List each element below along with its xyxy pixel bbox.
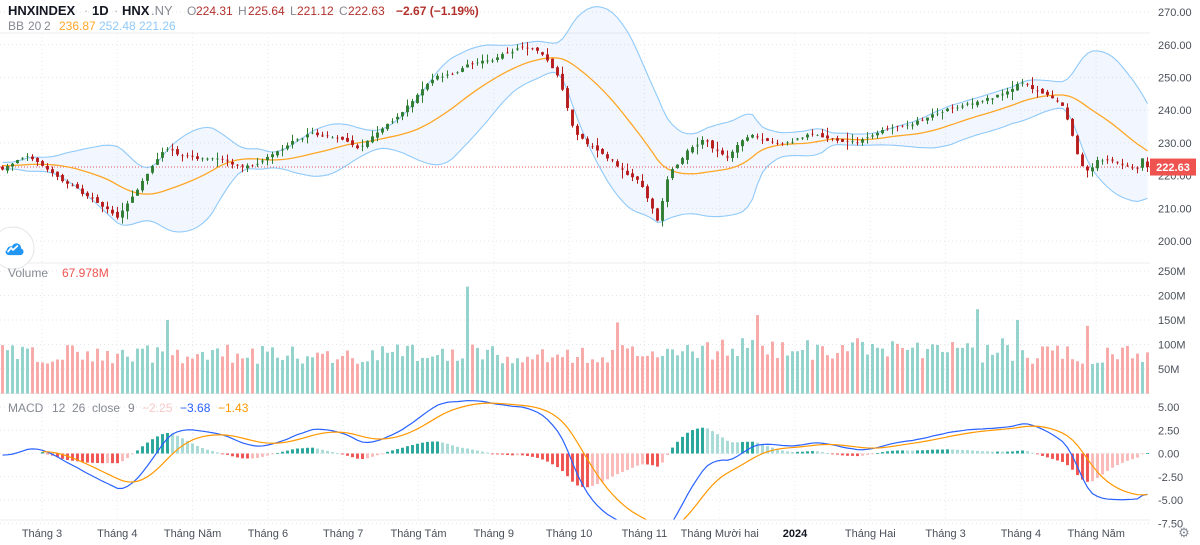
svg-text:67.978M: 67.978M [62,266,109,280]
svg-text:·: · [114,3,118,18]
svg-text:221.26: 221.26 [139,19,176,33]
svg-text:222.63: 222.63 [1156,162,1190,174]
svg-text:236.87: 236.87 [59,19,96,33]
svg-text:200M: 200M [1158,290,1186,302]
svg-text:·: · [84,3,88,18]
svg-text:L: L [290,4,297,18]
svg-text:2024: 2024 [783,528,808,540]
svg-text:1D: 1D [92,3,109,18]
svg-text:Tháng 3: Tháng 3 [22,528,62,540]
svg-text:200.00: 200.00 [1158,236,1192,248]
svg-text:Tháng 7: Tháng 7 [323,528,363,540]
svg-text:270.00: 270.00 [1158,7,1192,19]
svg-text:Tháng Hai: Tháng Hai [845,528,896,540]
svg-text:Tháng 4: Tháng 4 [97,528,137,540]
svg-text:2: 2 [44,19,51,33]
svg-text:BB: BB [8,19,24,33]
svg-text:12: 12 [52,401,66,415]
svg-text:−3.68: −3.68 [180,401,211,415]
svg-text:C: C [339,4,348,18]
svg-text:.NY: .NY [151,3,173,18]
svg-text:260.00: 260.00 [1158,40,1192,52]
svg-text:230.00: 230.00 [1158,138,1192,150]
svg-text:250M: 250M [1158,266,1186,278]
svg-text:Tháng 6: Tháng 6 [248,528,288,540]
svg-text:−2.25: −2.25 [142,401,173,415]
svg-text:Tháng Năm: Tháng Năm [1067,528,1124,540]
svg-text:222.63: 222.63 [348,4,385,18]
svg-text:20: 20 [28,19,42,33]
svg-text:210.00: 210.00 [1158,203,1192,215]
svg-text:50M: 50M [1158,364,1179,376]
svg-text:Tháng Tám: Tháng Tám [390,528,446,540]
svg-text:Tháng 4: Tháng 4 [1001,528,1041,540]
svg-text:224.31: 224.31 [196,4,233,18]
svg-text:250.00: 250.00 [1158,72,1192,84]
svg-text:26: 26 [72,401,86,415]
svg-text:100M: 100M [1158,339,1186,351]
svg-text:0.00: 0.00 [1158,449,1179,461]
svg-text:H: H [238,4,247,18]
svg-text:Volume: Volume [8,266,48,280]
svg-text:Tháng 9: Tháng 9 [474,528,514,540]
svg-text:2.50: 2.50 [1158,425,1179,437]
svg-text:-2.50: -2.50 [1158,472,1183,484]
svg-text:Tháng Mười hai: Tháng Mười hai [681,528,759,540]
svg-text:Tháng 10: Tháng 10 [546,528,592,540]
svg-text:close: close [92,401,120,415]
svg-text:−1.43: −1.43 [218,401,249,415]
svg-text:−2.67 (−1.19%): −2.67 (−1.19%) [396,4,479,18]
svg-text:O: O [187,4,196,18]
svg-text:240.00: 240.00 [1158,105,1192,117]
svg-text:HNX: HNX [122,3,150,18]
svg-text:225.64: 225.64 [248,4,285,18]
svg-text:5.00: 5.00 [1158,402,1179,414]
svg-text:9: 9 [128,401,135,415]
svg-text:252.48: 252.48 [99,19,136,33]
svg-text:MACD: MACD [8,401,44,415]
svg-text:Tháng Năm: Tháng Năm [164,528,221,540]
svg-text:221.12: 221.12 [297,4,334,18]
svg-text:HNXINDEX: HNXINDEX [8,3,76,18]
svg-text:Tháng 11: Tháng 11 [622,528,668,540]
svg-text:-5.00: -5.00 [1158,495,1183,507]
svg-text:150M: 150M [1158,315,1186,327]
svg-text:⚙: ⚙ [1178,525,1190,540]
svg-text:Tháng 3: Tháng 3 [925,528,965,540]
